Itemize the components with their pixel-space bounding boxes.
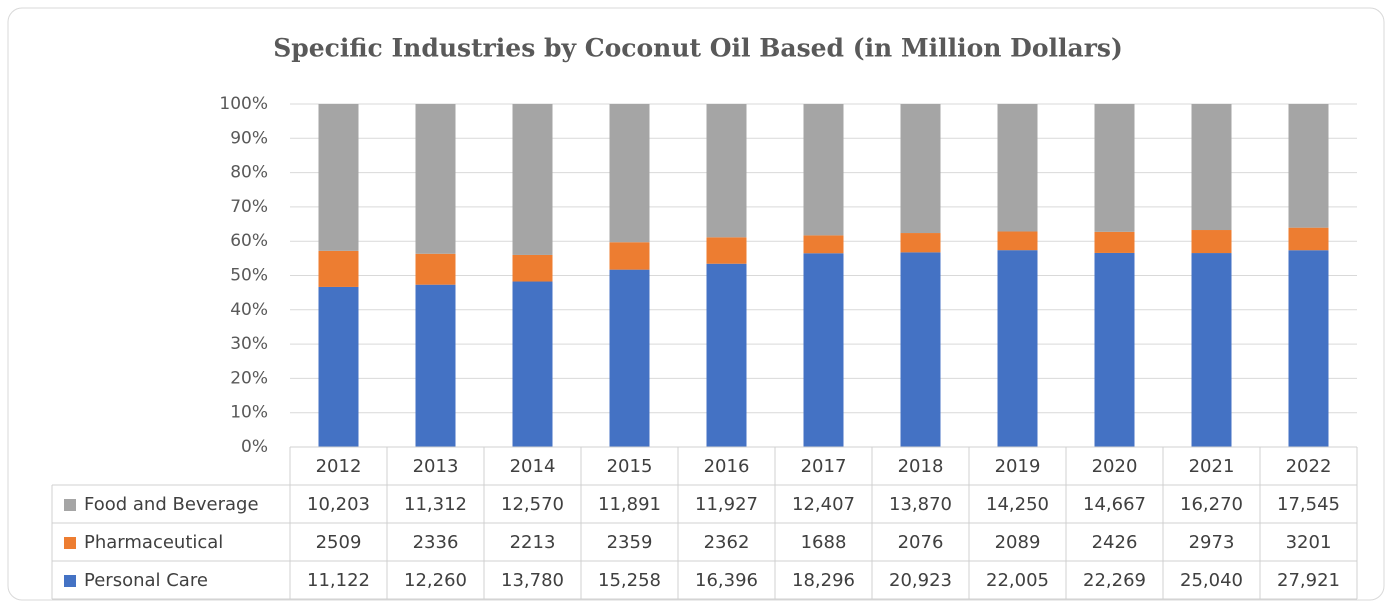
table-value: 2426 [1092, 532, 1138, 553]
bar-segment [609, 242, 650, 270]
y-tick-label: 80% [230, 163, 268, 183]
bar-segment [512, 254, 553, 282]
x-tick-label: 2022 [1286, 456, 1332, 477]
x-tick-label: 2020 [1092, 456, 1138, 477]
x-tick-label: 2015 [607, 456, 653, 477]
bar-segment [1288, 250, 1329, 447]
table-value: 16,396 [695, 570, 758, 591]
legend-label: Personal Care [84, 570, 208, 591]
bar-segment [318, 104, 359, 251]
table-value: 13,780 [501, 570, 564, 591]
x-tick-label: 2018 [898, 456, 944, 477]
bar-segment [997, 250, 1038, 447]
table-value: 2973 [1189, 532, 1235, 553]
bar-segment [318, 286, 359, 447]
bar-segment [512, 104, 553, 255]
bar-segment [706, 263, 747, 447]
bar-segment [900, 252, 941, 447]
x-tick-label: 2016 [704, 456, 750, 477]
x-tick-label: 2021 [1189, 456, 1235, 477]
table-value: 2509 [316, 532, 362, 553]
table-value: 22,005 [986, 570, 1049, 591]
bar-segment [1288, 104, 1329, 228]
table-value: 15,258 [598, 570, 661, 591]
table-value: 11,927 [695, 494, 758, 515]
bar-segment [1191, 253, 1232, 447]
x-tick-label: 2014 [510, 456, 556, 477]
bar-segment [415, 253, 456, 285]
bar-segment [997, 104, 1038, 232]
table-value: 3201 [1286, 532, 1332, 553]
table-value: 2359 [607, 532, 653, 553]
table-value: 2362 [704, 532, 750, 553]
y-tick-label: 0% [241, 437, 268, 457]
bar-segment [512, 281, 553, 447]
bar-segment [706, 104, 747, 238]
x-tick-label: 2017 [801, 456, 847, 477]
y-tick-label: 10% [230, 403, 268, 423]
table-value: 14,250 [986, 494, 1049, 515]
x-tick-label: 2019 [995, 456, 1041, 477]
table-value: 18,296 [792, 570, 855, 591]
table-value: 17,545 [1277, 494, 1340, 515]
y-tick-label: 30% [230, 334, 268, 354]
legend-label: Pharmaceutical [84, 532, 223, 553]
bar-segment [803, 104, 844, 236]
bar-segment [609, 269, 650, 447]
y-tick-label: 70% [230, 197, 268, 217]
legend-swatch [64, 575, 76, 587]
table-value: 11,891 [598, 494, 661, 515]
bar-segment [706, 237, 747, 264]
table-value: 16,270 [1180, 494, 1243, 515]
table-value: 2076 [898, 532, 944, 553]
bar-segment [1191, 230, 1232, 254]
table-value: 12,407 [792, 494, 855, 515]
table-value: 2089 [995, 532, 1041, 553]
legend-swatch [64, 537, 76, 549]
x-tick-label: 2012 [316, 456, 362, 477]
y-tick-label: 40% [230, 300, 268, 320]
bar-segment [415, 284, 456, 447]
legend-swatch [64, 499, 76, 511]
table-value: 12,260 [404, 570, 467, 591]
y-tick-label: 50% [230, 266, 268, 286]
bar-segment [1094, 104, 1135, 232]
table-value: 11,312 [404, 494, 467, 515]
y-tick-label: 100% [219, 94, 268, 114]
table-value: 1688 [801, 532, 847, 553]
bar-segment [318, 250, 359, 287]
y-tick-label: 20% [230, 368, 268, 388]
bar-segment [1288, 227, 1329, 251]
table-value: 22,269 [1083, 570, 1146, 591]
x-tick-label: 2013 [413, 456, 459, 477]
table-value: 10,203 [307, 494, 370, 515]
bar-segment [900, 233, 941, 253]
bar-segment [1094, 231, 1135, 253]
bar-segment [1191, 104, 1232, 231]
table-value: 2213 [510, 532, 556, 553]
table-value: 27,921 [1277, 570, 1340, 591]
bar-segment [900, 104, 941, 234]
table-value: 2336 [413, 532, 459, 553]
table-value: 20,923 [889, 570, 952, 591]
legend-label: Food and Beverage [84, 494, 259, 515]
bar-segment [803, 253, 844, 447]
y-tick-label: 60% [230, 231, 268, 251]
table-value: 25,040 [1180, 570, 1243, 591]
table-value: 14,667 [1083, 494, 1146, 515]
bar-segment [609, 104, 650, 243]
table-value: 11,122 [307, 570, 370, 591]
bar-segment [803, 235, 844, 254]
bar-segment [997, 231, 1038, 251]
y-tick-label: 90% [230, 128, 268, 148]
table-value: 12,570 [501, 494, 564, 515]
bar-segment [1094, 252, 1135, 447]
chart-title: Specific Industries by Coconut Oil Based… [273, 34, 1123, 63]
bar-segment [415, 104, 456, 254]
table-value: 13,870 [889, 494, 952, 515]
